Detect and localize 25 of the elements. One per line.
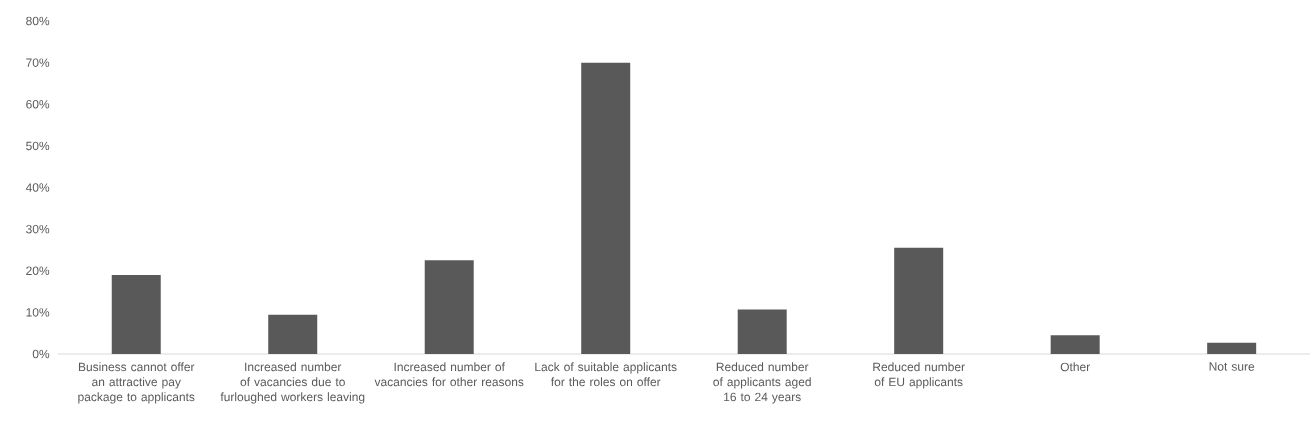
x-tick-label: Increased number of vacancies for other reasons [374,362,524,387]
x-tick-label: Increased number of vacancies due to furloughed workers leaving [220,362,365,404]
x-tick-label: Lack of suitable applicants for the roles on offer [535,362,677,387]
y-tick-label: 20% [26,266,50,276]
bar [268,314,318,354]
bar [111,274,161,354]
x-tick-label: Reduced number of applicants aged 16 to 24 years [713,362,811,404]
x-tick-label: Reduced number of EU applicants [873,362,965,389]
bar [1050,335,1100,354]
bar [424,260,474,354]
y-tick-label: 70% [26,58,50,67]
bar [1207,342,1257,354]
x-tick-label: Not sure [1209,362,1255,371]
y-tick-label: 50% [26,141,50,151]
bar [737,309,787,354]
y-tick-label: 60% [26,100,50,109]
y-tick-label: 40% [25,183,50,192]
y-tick-label: 30% [26,224,50,234]
y-tick-label: 10% [26,308,50,317]
bar [894,247,944,354]
x-tick-label: Business cannot offer an attractive pay package to applicants [78,362,195,404]
x-tick-label: Other [1060,362,1090,372]
y-tick-label: 80% [26,16,50,26]
y-tick-label: 0% [32,349,50,359]
bar [581,62,631,354]
